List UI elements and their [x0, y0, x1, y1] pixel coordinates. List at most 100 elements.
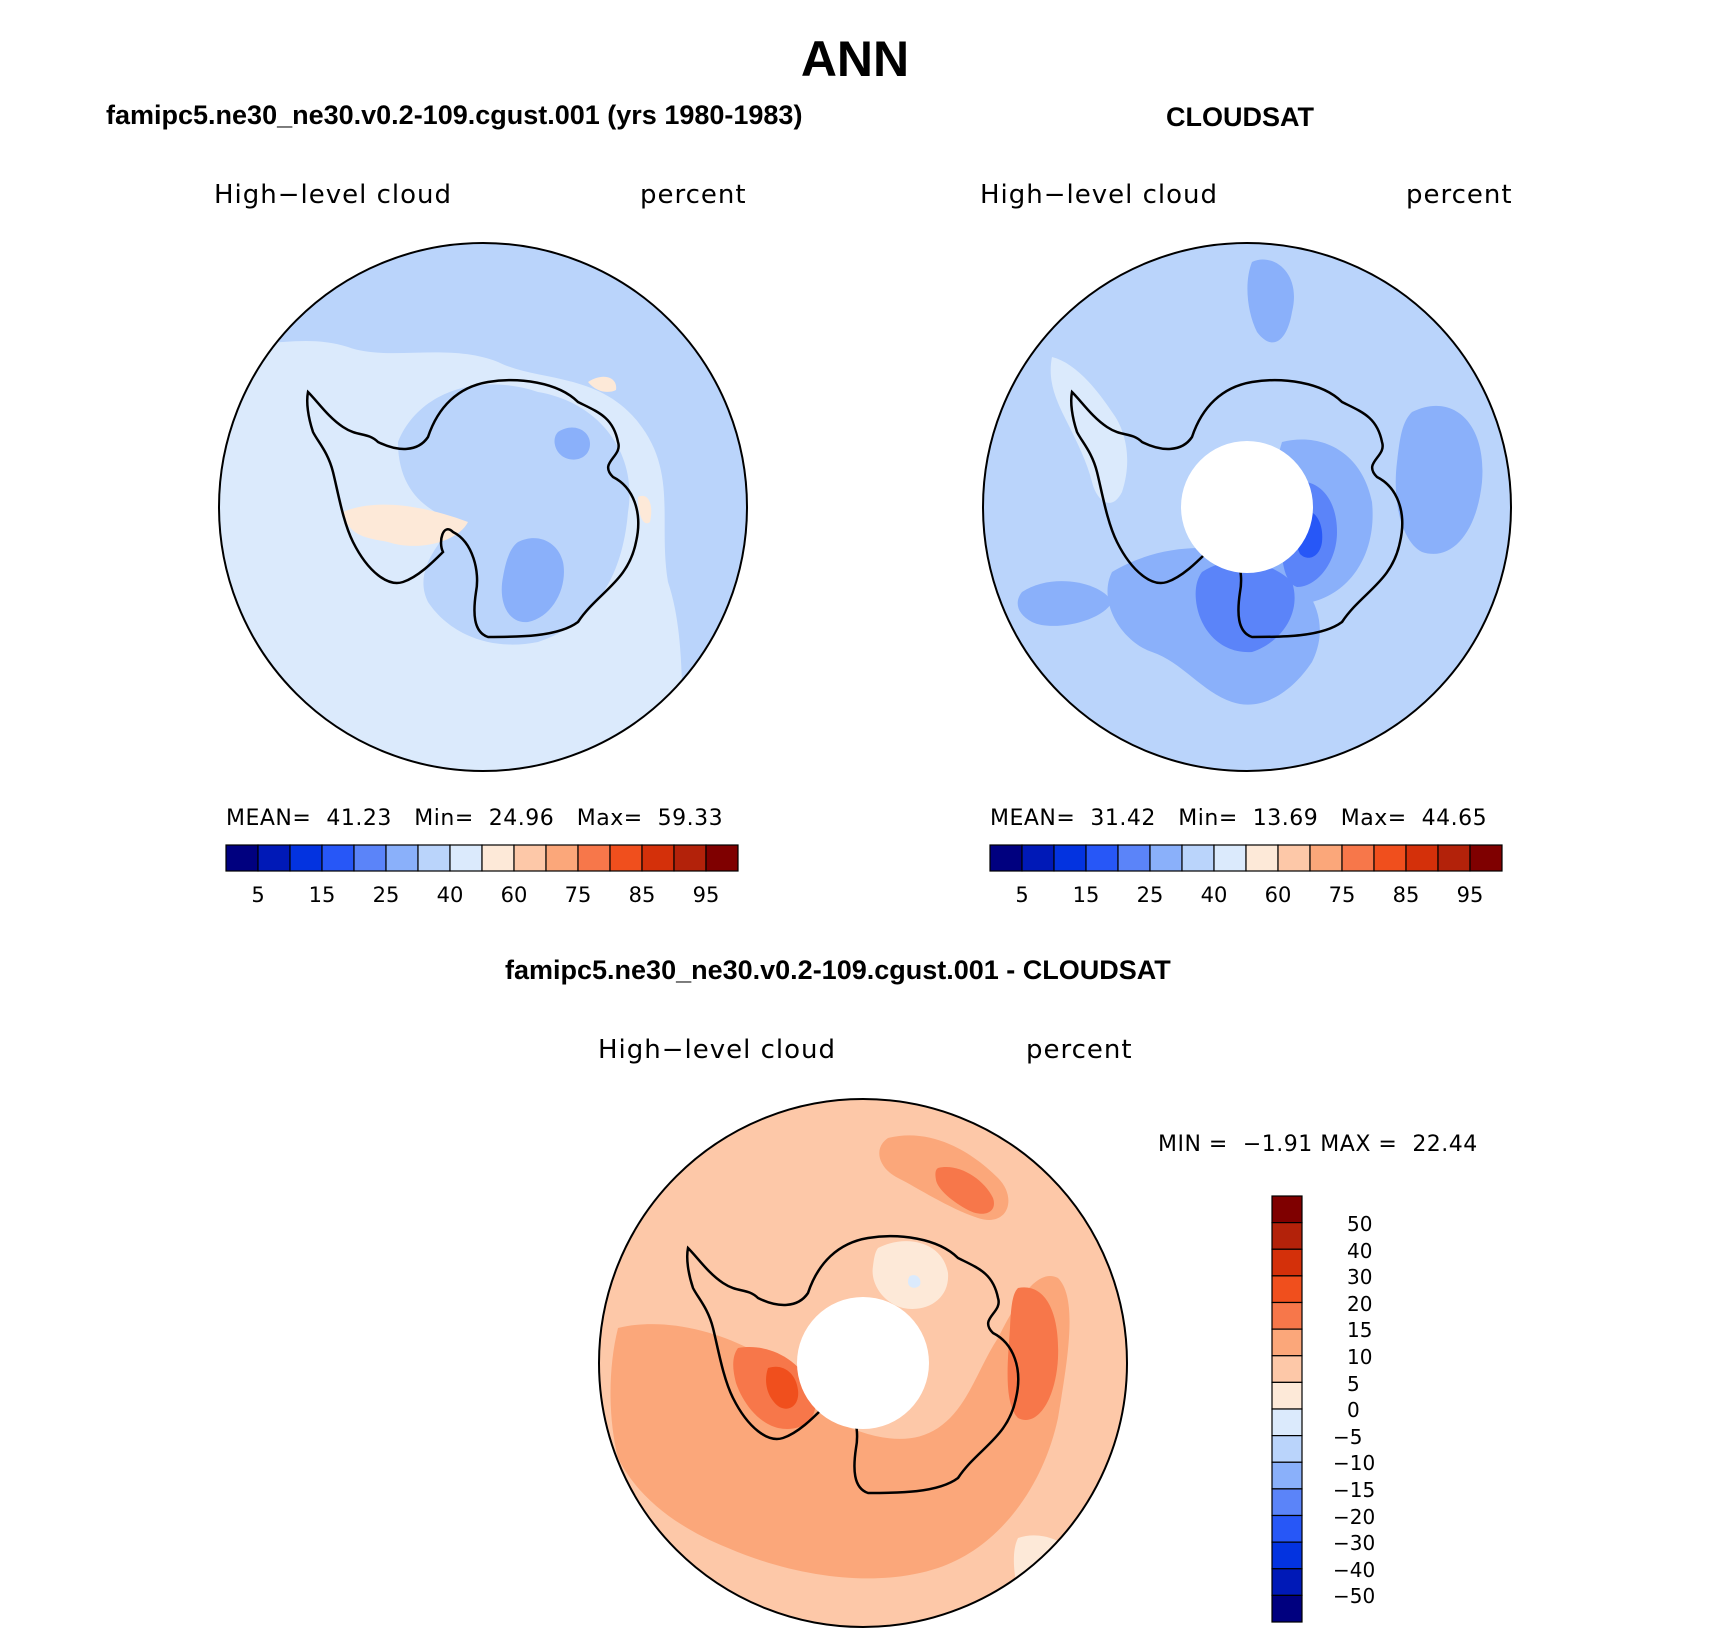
panel1-colorbar-swatch: [257, 844, 291, 872]
panel1-colorbar-swatch: [481, 844, 515, 872]
panel3-colorbar-swatch: [1271, 1541, 1303, 1570]
panel3-pole-hole: [797, 1297, 929, 1429]
panel3-colorbar-swatch: [1271, 1275, 1303, 1304]
panel2-colorbar-swatch: [1373, 844, 1407, 872]
panel1-tick: 15: [308, 883, 336, 907]
panel3-title: famipc5.ne30_ne30.v0.2-109.cgust.001 - C…: [505, 955, 1171, 985]
panel1-min-value: 24.96: [488, 806, 555, 831]
panel1-colorbar-ticks: 5 15 25 40 60 75 85 95: [226, 883, 738, 913]
panel2-tick: 25: [1136, 883, 1164, 907]
panel2-colorbar-swatch: [1181, 844, 1215, 872]
panel1-left-label: High−level cloud: [214, 180, 453, 210]
panel1-fill-high-2: [588, 376, 617, 392]
panel3-fill-peak: [766, 1366, 799, 1409]
panel3-max-value: 22.44: [1412, 1132, 1478, 1157]
panel3-tick: −20: [1333, 1504, 1376, 1529]
panel3-min-label: MIN =: [1158, 1132, 1228, 1157]
panel2-colorbar-swatch: [1021, 844, 1055, 872]
panel1-colorbar: [225, 844, 739, 872]
panel2-tick: 95: [1456, 883, 1484, 907]
panel3-colorbar-swatch: [1271, 1568, 1303, 1596]
panel2-colorbar-swatch: [1309, 844, 1343, 872]
panel2-colorbar-swatch: [1437, 844, 1471, 872]
panel3-tick: −5: [1333, 1424, 1363, 1449]
panel2-tick: 60: [1264, 883, 1292, 907]
panel3-colorbar-swatch: [1271, 1488, 1303, 1517]
panel2-mean-value: 31.42: [1090, 806, 1156, 831]
panel1-right-label: percent: [640, 180, 747, 210]
panel2-colorbar-swatch: [1053, 844, 1087, 872]
panel3-fill-max-1: [1007, 1287, 1059, 1420]
panel3-colorbar-swatch: [1271, 1381, 1303, 1410]
panel3-colorbar-swatch: [1271, 1435, 1303, 1463]
panel1-map-border: [218, 242, 748, 772]
panel1-tick: 60: [500, 883, 528, 907]
panel3-fill-ring: [610, 1276, 1070, 1579]
panel3-stats: MIN = −1.91 MAX = 22.44: [1158, 1132, 1478, 1157]
panel2-colorbar-swatch: [989, 844, 1023, 872]
panel3-tick: 0: [1347, 1398, 1360, 1423]
panel1-colorbar-swatch: [385, 844, 419, 872]
panel3-tick: −40: [1333, 1557, 1376, 1582]
panel2-min-value: 13.69: [1252, 806, 1319, 831]
panel3-tick: 10: [1347, 1345, 1373, 1369]
panel1-fill-high-3: [638, 495, 652, 524]
panel1-fill-outer-band: [219, 243, 747, 771]
panel2-left-label: High−level cloud: [980, 180, 1219, 210]
main-title: ANN: [800, 31, 910, 87]
panel2-colorbar-swatch: [1245, 844, 1279, 872]
panel2-tick: 15: [1072, 883, 1100, 907]
panel1-tick: 40: [436, 883, 464, 907]
panel3-tick: −50: [1333, 1584, 1376, 1609]
panel2-max-value: 44.65: [1421, 806, 1488, 831]
panel1-mean-value: 41.23: [326, 806, 392, 831]
panel3-tick: 30: [1347, 1265, 1373, 1290]
panel3-colorbar: [1271, 1195, 1303, 1623]
panel1-colorbar-swatch: [577, 844, 611, 872]
panel3-colorbar-swatch: [1271, 1355, 1303, 1383]
panel1-map: [218, 242, 748, 772]
panel3-colorbar-swatch: [1271, 1461, 1303, 1490]
panel3-colorbar-swatch: [1271, 1594, 1303, 1623]
panel1-colorbar-swatch: [609, 844, 643, 872]
panel3-tick: 50: [1347, 1212, 1373, 1236]
panel2-colorbar-swatch: [1341, 844, 1375, 872]
panel1-max-value: 59.33: [657, 806, 724, 831]
panel3-colorbar-swatch: [1271, 1222, 1303, 1250]
panel1-colorbar-swatch: [705, 844, 739, 872]
panel1-colorbar-swatch: [513, 844, 547, 872]
panel1-colorbar-swatch: [641, 844, 675, 872]
panel1-colorbar-swatch: [225, 844, 259, 872]
panel1-colorbar-swatch: [321, 844, 355, 872]
panel2-tick: 85: [1392, 883, 1420, 907]
panel2-colorbar-swatch: [1277, 844, 1311, 872]
panel2-colorbar-swatch: [1117, 844, 1151, 872]
panel1-colorbar-swatch: [289, 844, 323, 872]
panel2-mean-label: MEAN=: [990, 806, 1076, 831]
panel1-fill-interior-low-2: [554, 427, 590, 460]
panel1-coastline: [305, 378, 640, 639]
panel3-left-label: High−level cloud: [598, 1035, 837, 1065]
panel3-fill-interior-negative: [908, 1275, 921, 1288]
panel2-pole-hole: [1181, 441, 1313, 573]
panel3-tick: −10: [1333, 1451, 1376, 1476]
panel1-colorbar-swatch: [449, 844, 483, 872]
panel1-mean-label: MEAN=: [226, 806, 312, 831]
panel3-max-label: MAX =: [1320, 1132, 1398, 1157]
panel2-colorbar-swatch: [1085, 844, 1119, 872]
panel1-tick: 85: [628, 883, 656, 907]
panel3-tick: 5: [1347, 1371, 1360, 1396]
panel2-map-border: [982, 242, 1512, 772]
panel3-map: [598, 1098, 1128, 1628]
panel2-min-label: Min=: [1178, 806, 1238, 831]
panel1-stats: MEAN= 41.23 Min= 24.96 Max= 59.33: [226, 806, 723, 831]
panel1-fill-peninsula-high: [343, 504, 468, 546]
panel1-tick: 5: [251, 883, 265, 907]
panel1-tick: 75: [564, 883, 592, 907]
panel2-fill-ocean-patch-1: [1247, 259, 1294, 343]
panel3-tick: −30: [1333, 1531, 1376, 1556]
panel1-colorbar-swatch: [545, 844, 579, 872]
panel3-colorbar-swatch: [1271, 1195, 1303, 1224]
panel1-max-label: Max=: [576, 806, 643, 831]
panel1-colorbar-swatch: [353, 844, 387, 872]
